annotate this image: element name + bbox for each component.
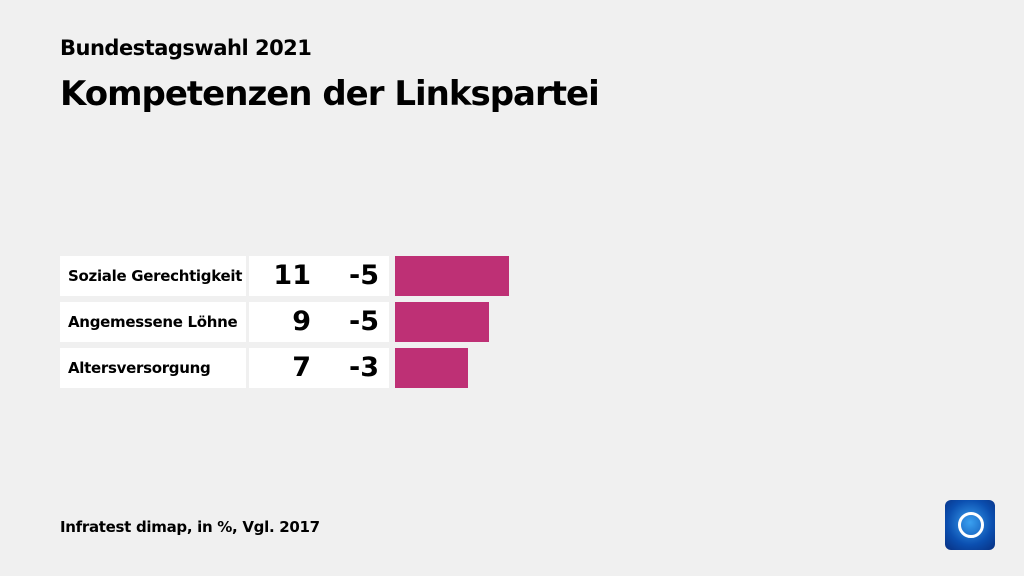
bar: [395, 348, 468, 388]
category-label: Angemessene Löhne: [60, 302, 246, 342]
change-label: -5: [349, 260, 379, 291]
page-title: Kompetenzen der Linkspartei: [60, 74, 600, 114]
bar: [395, 302, 489, 342]
chart-row: Angemessene Löhne 9 -5: [60, 302, 560, 342]
bar: [395, 256, 510, 296]
change-label: -3: [349, 352, 379, 383]
tagesschau-logo-icon: [945, 500, 995, 550]
chart-row: Altersversorgung 7 -3: [60, 348, 560, 388]
value-cell: 11 -5: [249, 256, 389, 296]
source-note: Infratest dimap, in %, Vgl. 2017: [60, 518, 320, 536]
value-cell: 7 -3: [249, 348, 389, 388]
value-label: 11: [273, 260, 311, 291]
value-label: 9: [292, 306, 311, 337]
subtitle: Bundestagswahl 2021: [60, 36, 312, 60]
category-label: Altersversorgung: [60, 348, 246, 388]
change-label: -5: [349, 306, 379, 337]
value-label: 7: [292, 352, 311, 383]
category-label: Soziale Gerechtigkeit: [60, 256, 246, 296]
value-cell: 9 -5: [249, 302, 389, 342]
chart-row: Soziale Gerechtigkeit 11 -5: [60, 256, 560, 296]
